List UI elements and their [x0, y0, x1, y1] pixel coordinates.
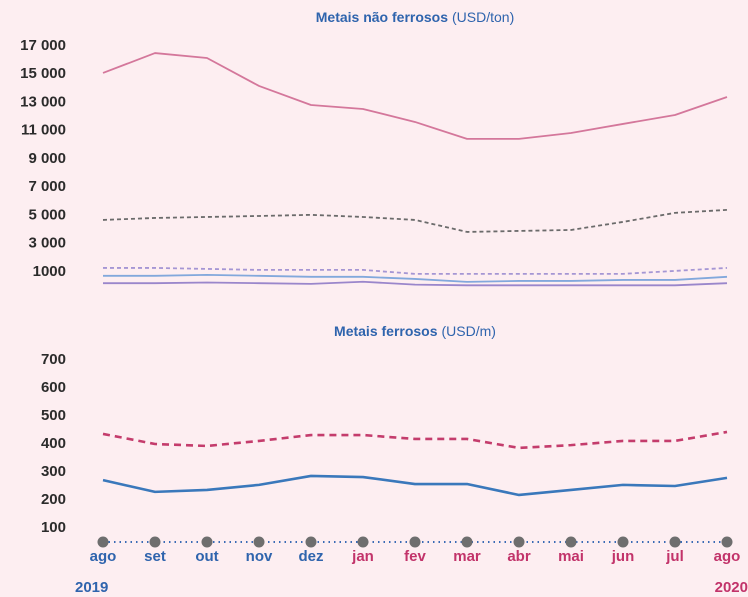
y-tick-label: 100 — [41, 519, 66, 536]
year-label: 2020 — [715, 579, 748, 596]
title-text: Metais não ferrosos — [316, 9, 448, 25]
x-tick-label: jun — [611, 548, 635, 565]
y-tick-label: 200 — [41, 491, 66, 508]
x-tick-label: mar — [453, 548, 481, 565]
series-line — [102, 430, 728, 450]
axis-dot — [669, 536, 681, 548]
y-tick-label: 9 000 — [28, 150, 66, 167]
x-tick-label: dez — [298, 548, 323, 565]
x-tick-label: jul — [665, 548, 684, 565]
chart-title: Metais não ferrosos (USD/ton) — [316, 9, 515, 25]
axis-dot — [97, 536, 109, 548]
title-unit: (USD/m) — [442, 323, 496, 339]
x-tick-label: ago — [714, 548, 741, 565]
year-label: 2019 — [75, 579, 108, 596]
y-tick-label: 7 000 — [28, 178, 66, 195]
y-tick-label: 11 000 — [21, 122, 66, 139]
series-line — [102, 209, 728, 233]
series-line — [103, 273, 728, 283]
title-unit: (USD/ton) — [452, 9, 514, 25]
axis-dot — [721, 536, 733, 548]
x-tick-label: nov — [246, 548, 273, 565]
axis-dot — [253, 536, 265, 548]
y-tick-label: 700 — [41, 351, 66, 368]
x-tick-label: fev — [404, 548, 426, 565]
x-tick-label: set — [144, 548, 166, 565]
y-tick-label: 17 000 — [20, 37, 66, 54]
axis-dot — [617, 536, 629, 548]
y-tick-label: 1000 — [33, 263, 66, 280]
axis-dot — [565, 536, 577, 548]
series-line — [102, 52, 728, 140]
y-tick-label: 3 000 — [28, 235, 66, 252]
y-tick-label: 400 — [41, 435, 66, 452]
x-tick-label: out — [195, 548, 218, 565]
y-tick-label: 15 000 — [20, 65, 66, 82]
axis-dot — [357, 536, 369, 548]
y-tick-label: 5 000 — [28, 206, 66, 223]
series-line — [103, 280, 728, 287]
series-line — [102, 474, 728, 497]
axis-dot — [513, 536, 525, 548]
y-tick-label: 600 — [41, 379, 66, 396]
x-tick-label: jan — [351, 548, 374, 565]
chart-title: Metais ferrosos (USD/m) — [334, 323, 496, 339]
y-tick-label: 13 000 — [20, 93, 66, 110]
axis-dot — [461, 536, 473, 548]
series-line — [103, 267, 728, 275]
axis-dot — [409, 536, 421, 548]
y-tick-label: 500 — [41, 407, 66, 424]
x-tick-label: ago — [90, 548, 117, 565]
x-tick-label: mai — [558, 548, 584, 565]
title-text: Metais ferrosos — [334, 323, 438, 339]
axis-dot — [201, 536, 213, 548]
x-tick-label: abr — [507, 548, 531, 565]
axis-dot — [149, 536, 161, 548]
y-tick-label: 300 — [41, 463, 66, 480]
axis-dot — [305, 536, 317, 548]
